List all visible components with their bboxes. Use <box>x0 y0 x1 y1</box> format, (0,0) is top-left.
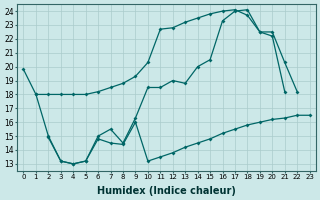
X-axis label: Humidex (Indice chaleur): Humidex (Indice chaleur) <box>97 186 236 196</box>
